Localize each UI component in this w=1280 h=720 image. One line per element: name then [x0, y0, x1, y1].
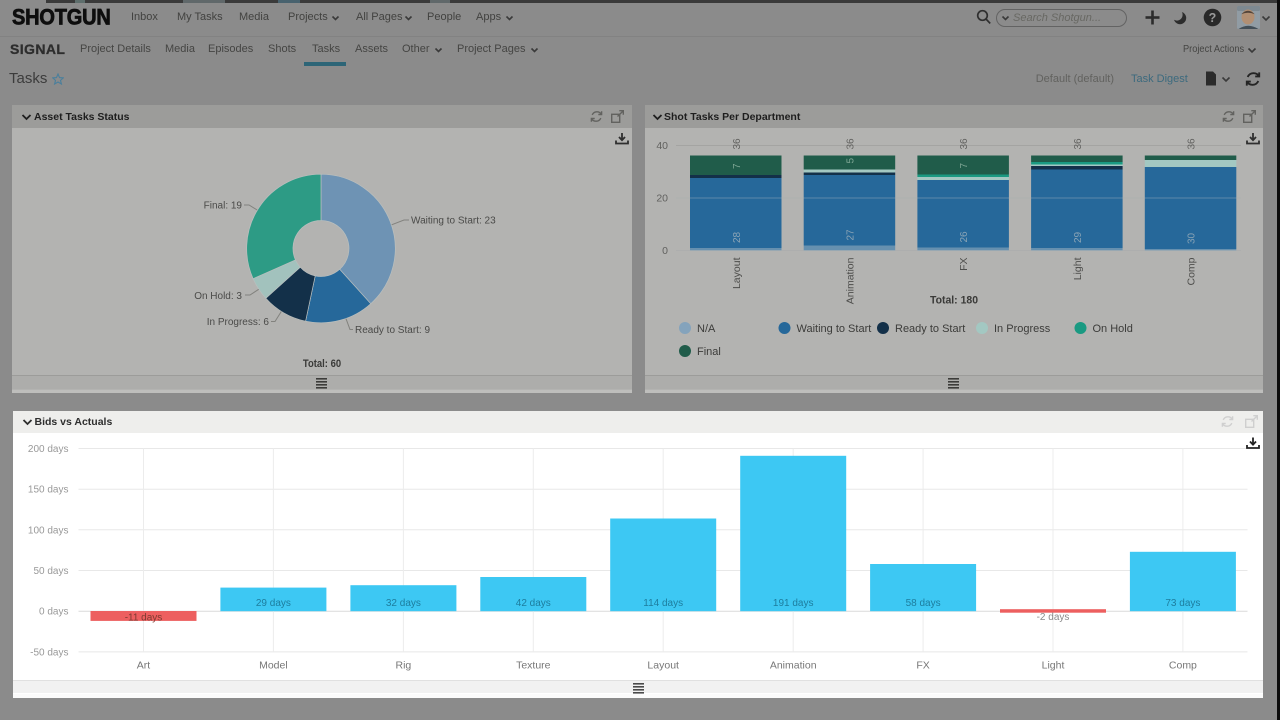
svg-text:Comp: Comp — [1168, 659, 1196, 671]
svg-text:30: 30 — [1187, 232, 1198, 244]
svg-text:Ready to Start: 9: Ready to Start: 9 — [355, 325, 430, 336]
svg-text:5: 5 — [845, 158, 856, 164]
svg-text:Model: Model — [259, 659, 288, 671]
svg-text:100 days: 100 days — [27, 525, 68, 536]
svg-text:In Progress: In Progress — [994, 323, 1051, 335]
svg-text:N/A: N/A — [697, 323, 716, 335]
svg-text:FX: FX — [958, 258, 970, 271]
svg-text:Art: Art — [136, 659, 150, 671]
svg-text:114 days: 114 days — [643, 598, 683, 609]
svg-text:Animation: Animation — [769, 659, 816, 671]
svg-text:On Hold: On Hold — [1093, 323, 1133, 335]
svg-text:40: 40 — [656, 140, 668, 152]
svg-text:29: 29 — [1073, 231, 1084, 243]
svg-text:36: 36 — [732, 138, 743, 150]
svg-text:On Hold: 3: On Hold: 3 — [194, 291, 242, 302]
svg-text:191 days: 191 days — [772, 598, 813, 609]
svg-text:36: 36 — [1073, 138, 1084, 150]
svg-text:Layout: Layout — [647, 659, 679, 671]
svg-text:Layout: Layout — [731, 257, 743, 289]
svg-text:FX: FX — [916, 659, 929, 671]
svg-text:Light: Light — [1041, 659, 1064, 671]
svg-text:26: 26 — [959, 231, 970, 243]
svg-text:50 days: 50 days — [33, 566, 68, 577]
svg-text:Final: 19: Final: 19 — [204, 201, 243, 212]
svg-text:42 days: 42 days — [515, 598, 550, 609]
svg-text:0: 0 — [662, 245, 668, 257]
svg-text:Waiting to Start: Waiting to Start — [797, 323, 872, 335]
svg-text:36: 36 — [959, 138, 970, 150]
svg-text:-50 days: -50 days — [30, 647, 68, 658]
svg-text:73 days: 73 days — [1165, 598, 1200, 609]
svg-text:-2 days: -2 days — [1036, 612, 1069, 623]
svg-text:7: 7 — [959, 163, 970, 169]
svg-text:29 days: 29 days — [255, 598, 290, 609]
svg-text:Waiting to Start: 23: Waiting to Start: 23 — [411, 216, 496, 227]
svg-text:200 days: 200 days — [27, 444, 68, 455]
svg-text:58 days: 58 days — [905, 598, 940, 609]
svg-text:7: 7 — [732, 163, 743, 169]
svg-text:36: 36 — [845, 138, 856, 150]
svg-text:Comp: Comp — [1186, 257, 1198, 285]
svg-text:32 days: 32 days — [385, 598, 420, 609]
svg-text:36: 36 — [1187, 138, 1198, 150]
svg-text:20: 20 — [656, 193, 668, 205]
svg-text:28: 28 — [732, 231, 743, 243]
svg-text:Total: 180: Total: 180 — [930, 295, 978, 307]
svg-text:Ready to Start: Ready to Start — [895, 323, 965, 335]
svg-text:In Progress: 6: In Progress: 6 — [207, 317, 270, 328]
svg-text:?: ? — [1209, 11, 1217, 25]
svg-text:27: 27 — [845, 229, 856, 241]
svg-text:Final: Final — [697, 346, 721, 358]
svg-text:Light: Light — [1072, 257, 1084, 280]
svg-text:-11 days: -11 days — [124, 612, 162, 623]
svg-text:Animation: Animation — [844, 257, 856, 304]
svg-text:Texture: Texture — [516, 659, 551, 671]
svg-text:Rig: Rig — [395, 659, 411, 671]
svg-text:0 days: 0 days — [39, 606, 68, 617]
svg-text:150 days: 150 days — [27, 484, 68, 495]
